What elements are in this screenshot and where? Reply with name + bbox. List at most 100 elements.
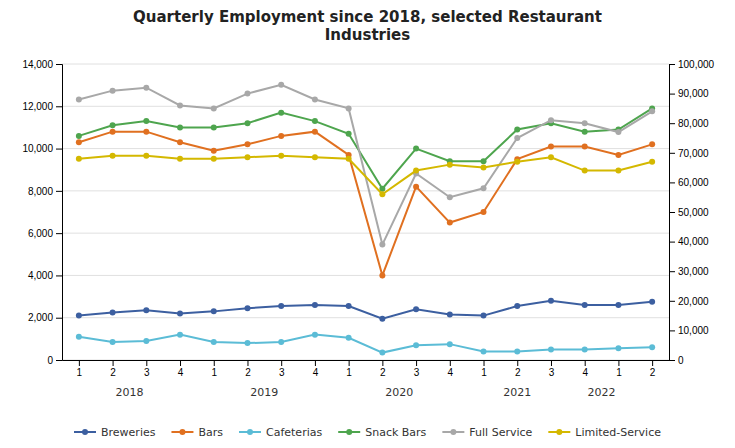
point xyxy=(514,349,520,355)
tick-label: 2 xyxy=(515,367,521,378)
tick-label: 2 xyxy=(110,367,116,378)
point xyxy=(548,117,554,123)
point xyxy=(649,108,655,114)
point xyxy=(447,220,453,226)
point xyxy=(649,141,655,147)
tick: 6,000 xyxy=(28,228,62,239)
legend-label: Bars xyxy=(198,426,223,439)
tick: 2,000 xyxy=(28,312,62,323)
point xyxy=(615,168,621,174)
point xyxy=(312,118,318,124)
point xyxy=(143,129,149,135)
point xyxy=(346,156,352,162)
tick-mark xyxy=(382,360,383,366)
tick-mark xyxy=(669,153,675,154)
point xyxy=(582,168,588,174)
tick-mark xyxy=(315,360,316,366)
point xyxy=(312,129,318,135)
point xyxy=(379,350,385,356)
tick-mark xyxy=(146,360,147,366)
point xyxy=(110,153,116,159)
point xyxy=(346,303,352,309)
tick-mark xyxy=(113,360,114,366)
point xyxy=(379,191,385,197)
tick-mark xyxy=(450,360,451,366)
point xyxy=(481,158,487,164)
tick-mark xyxy=(669,94,675,95)
point xyxy=(346,105,352,111)
point xyxy=(278,339,284,345)
point xyxy=(76,156,82,162)
tick-label: 2 xyxy=(245,367,251,378)
tick-mark xyxy=(484,360,485,366)
tick-label: 12,000 xyxy=(22,101,53,112)
tick-label: 2 xyxy=(650,367,656,378)
point xyxy=(447,312,453,318)
tick-label: 4 xyxy=(178,367,184,378)
series-line xyxy=(79,132,652,276)
tick-mark xyxy=(56,64,62,65)
tick: 2 xyxy=(380,360,386,378)
x-axis: 123412341234123412 xyxy=(63,360,670,378)
annotation: 2021 xyxy=(503,386,531,399)
legend-marker xyxy=(82,429,88,435)
tick-label: 30,000 xyxy=(678,266,709,277)
annotations: 20182019202020212022 xyxy=(115,386,615,399)
point xyxy=(413,306,419,312)
tick-mark xyxy=(585,360,586,366)
y-axis: 02,0004,0006,0008,00010,00012,00014,000 xyxy=(22,59,62,366)
point xyxy=(548,154,554,160)
point xyxy=(211,124,217,130)
tick-mark xyxy=(214,360,215,366)
y2-axis: 010,00020,00030,00040,00050,00060,00070,… xyxy=(669,59,715,366)
legend-item: Cafeterias xyxy=(239,426,322,439)
point xyxy=(447,162,453,168)
grid-line xyxy=(62,275,669,276)
point xyxy=(615,129,621,135)
point xyxy=(76,133,82,139)
tick-label: 60,000 xyxy=(678,177,709,188)
point xyxy=(582,129,588,135)
point xyxy=(346,131,352,137)
tick-mark xyxy=(349,360,350,366)
point xyxy=(177,102,183,108)
grid-line xyxy=(62,106,669,107)
point xyxy=(211,339,217,345)
point xyxy=(244,154,250,160)
point xyxy=(110,129,116,135)
tick: 20,000 xyxy=(669,296,709,307)
point xyxy=(244,91,250,97)
annotation: 2022 xyxy=(588,386,616,399)
tick-mark xyxy=(669,182,675,183)
point xyxy=(143,153,149,159)
legend-item: Full Service xyxy=(442,426,532,439)
tick-label: 90,000 xyxy=(678,88,709,99)
point xyxy=(177,310,183,316)
tick: 40,000 xyxy=(669,236,709,247)
point xyxy=(76,97,82,103)
tick: 70,000 xyxy=(669,148,709,159)
tick-label: 2 xyxy=(380,367,386,378)
point xyxy=(278,133,284,139)
marks xyxy=(76,82,655,356)
tick-label: 100,000 xyxy=(678,59,715,70)
tick-mark xyxy=(281,360,282,366)
tick: 1 xyxy=(346,360,352,378)
tick-mark xyxy=(618,360,619,366)
axis-line xyxy=(63,360,670,361)
grid-line xyxy=(62,64,669,65)
point xyxy=(110,339,116,345)
tick-mark xyxy=(416,360,417,366)
tick-label: 4 xyxy=(582,367,588,378)
tick-mark xyxy=(56,360,62,361)
point xyxy=(211,148,217,154)
series-line xyxy=(79,156,652,194)
point xyxy=(548,143,554,149)
legend-label: Cafeterias xyxy=(266,426,322,439)
point xyxy=(244,141,250,147)
chart: Quarterly Employment since 2018, selecte… xyxy=(0,0,735,448)
tick-label: 1 xyxy=(346,367,352,378)
tick: 30,000 xyxy=(669,266,709,277)
point xyxy=(413,184,419,190)
tick-label: 10,000 xyxy=(678,325,709,336)
